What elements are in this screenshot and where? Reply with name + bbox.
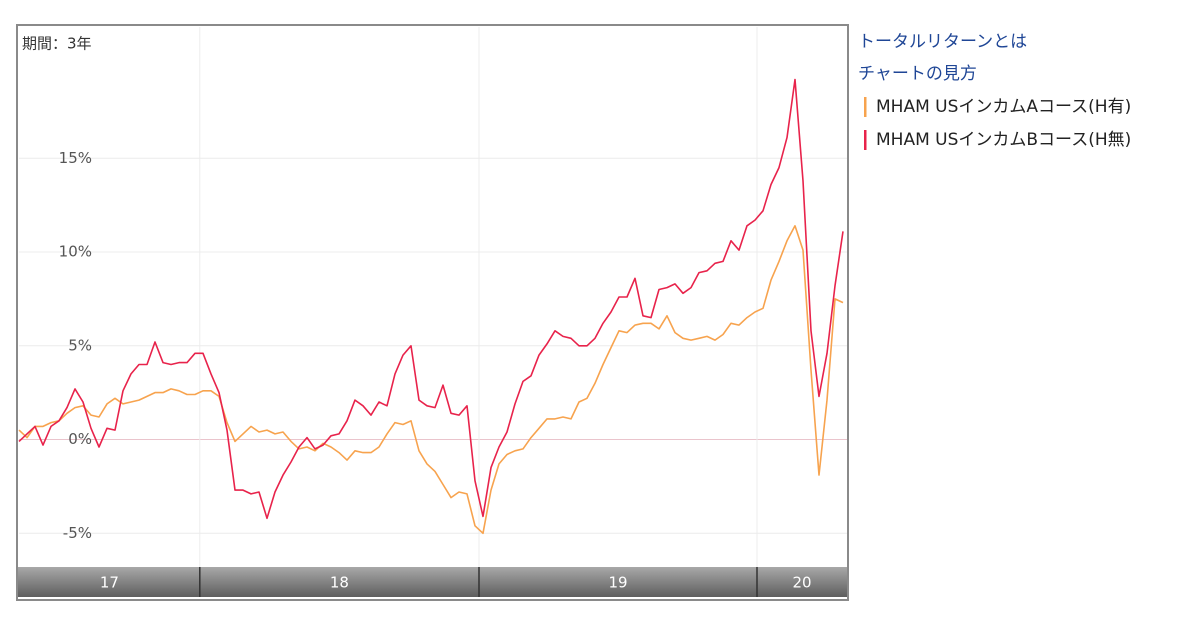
year-band: [18, 567, 847, 597]
legend-swatch: [864, 97, 867, 117]
y-tick-label: 10%: [59, 243, 92, 261]
y-tick-label: 0%: [68, 430, 92, 448]
chart-frame: [16, 24, 849, 601]
x-period-label: 20: [792, 574, 811, 592]
y-tick-label: -5%: [63, 524, 92, 542]
x-period-label: 17: [100, 574, 119, 592]
help-link[interactable]: トータルリターンとは: [858, 32, 1027, 52]
series-line: [18, 225, 844, 535]
y-tick-label: 5%: [68, 336, 92, 354]
legend-swatch: [864, 130, 867, 150]
legend-label: MHAM USインカムBコース(H無): [876, 130, 1131, 150]
period-label: 期間：3年: [22, 35, 92, 53]
help-link[interactable]: チャートの見方: [858, 64, 977, 84]
x-period-label: 19: [608, 574, 627, 592]
series-line: [18, 78, 844, 520]
legend-label: MHAM USインカムAコース(H有): [876, 97, 1131, 117]
x-period-label: 18: [330, 574, 349, 592]
y-tick-label: 15%: [59, 149, 92, 167]
